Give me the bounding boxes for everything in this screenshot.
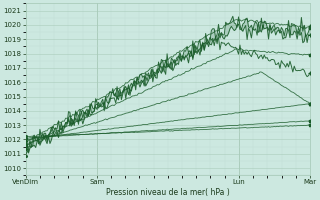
X-axis label: Pression niveau de la mer( hPa ): Pression niveau de la mer( hPa ) [106,188,230,197]
